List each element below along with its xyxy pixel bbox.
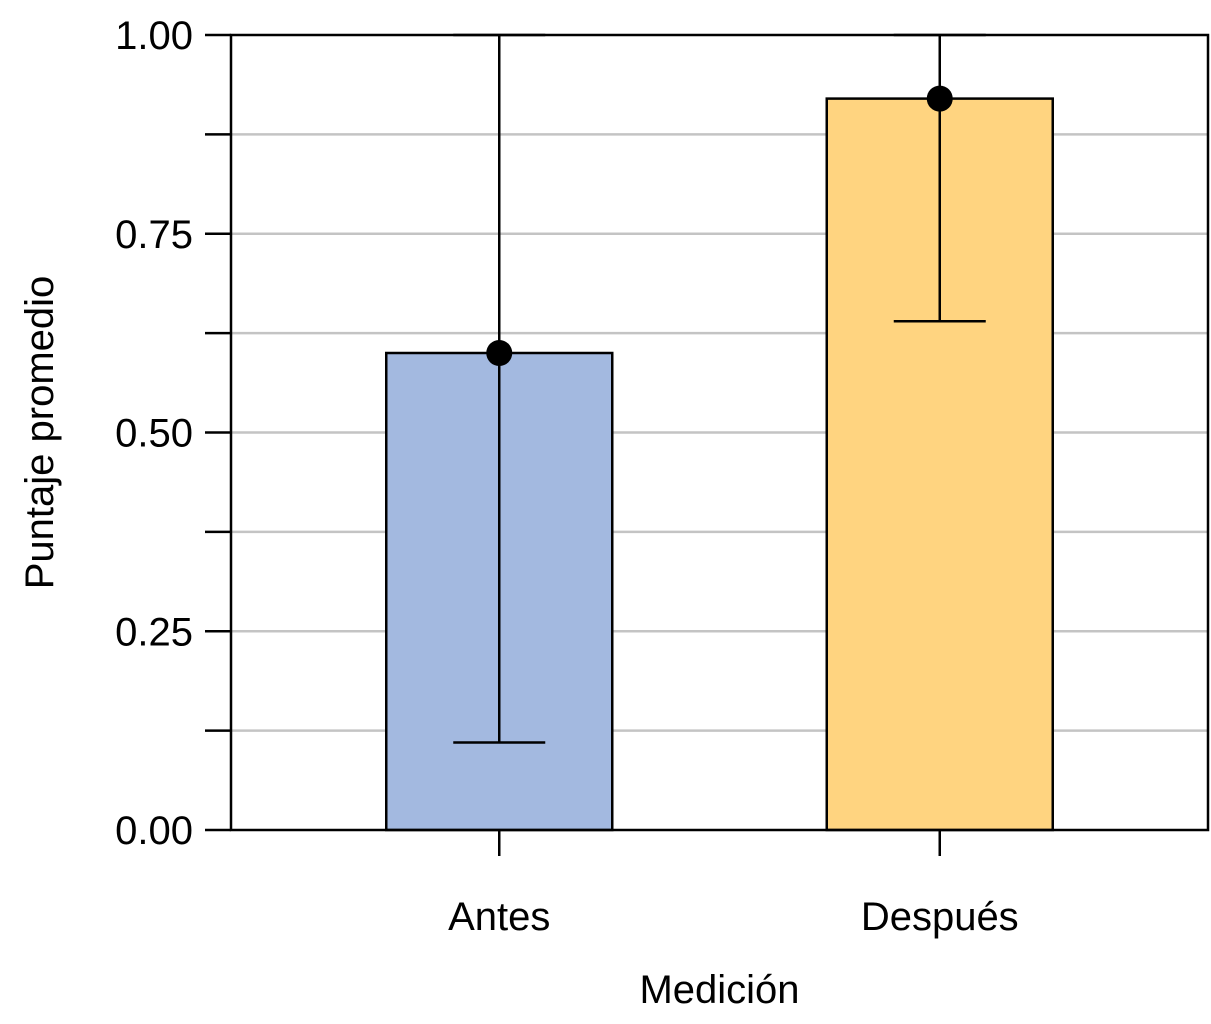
mean-point — [486, 340, 513, 366]
y-axis-title: Puntaje promedio — [18, 276, 62, 590]
grid-lines — [231, 133, 1208, 732]
bars — [385, 97, 1054, 832]
y-tick-label: 0.50 — [115, 412, 193, 456]
mean-point — [926, 85, 953, 112]
y-tick-label: 0.25 — [115, 610, 193, 654]
x-axis-title: Medición — [639, 968, 799, 1012]
y-tick-label: 0.75 — [115, 213, 193, 257]
y-axis: 0.00 0.25 0.50 0.75 1.00 — [115, 14, 231, 853]
y-tick-label: 0.00 — [115, 809, 193, 853]
x-tick-label: Antes — [448, 895, 550, 939]
y-tick-label: 1.00 — [115, 14, 193, 58]
x-axis: Antes Después — [448, 830, 1019, 939]
x-tick-label: Después — [861, 895, 1019, 939]
